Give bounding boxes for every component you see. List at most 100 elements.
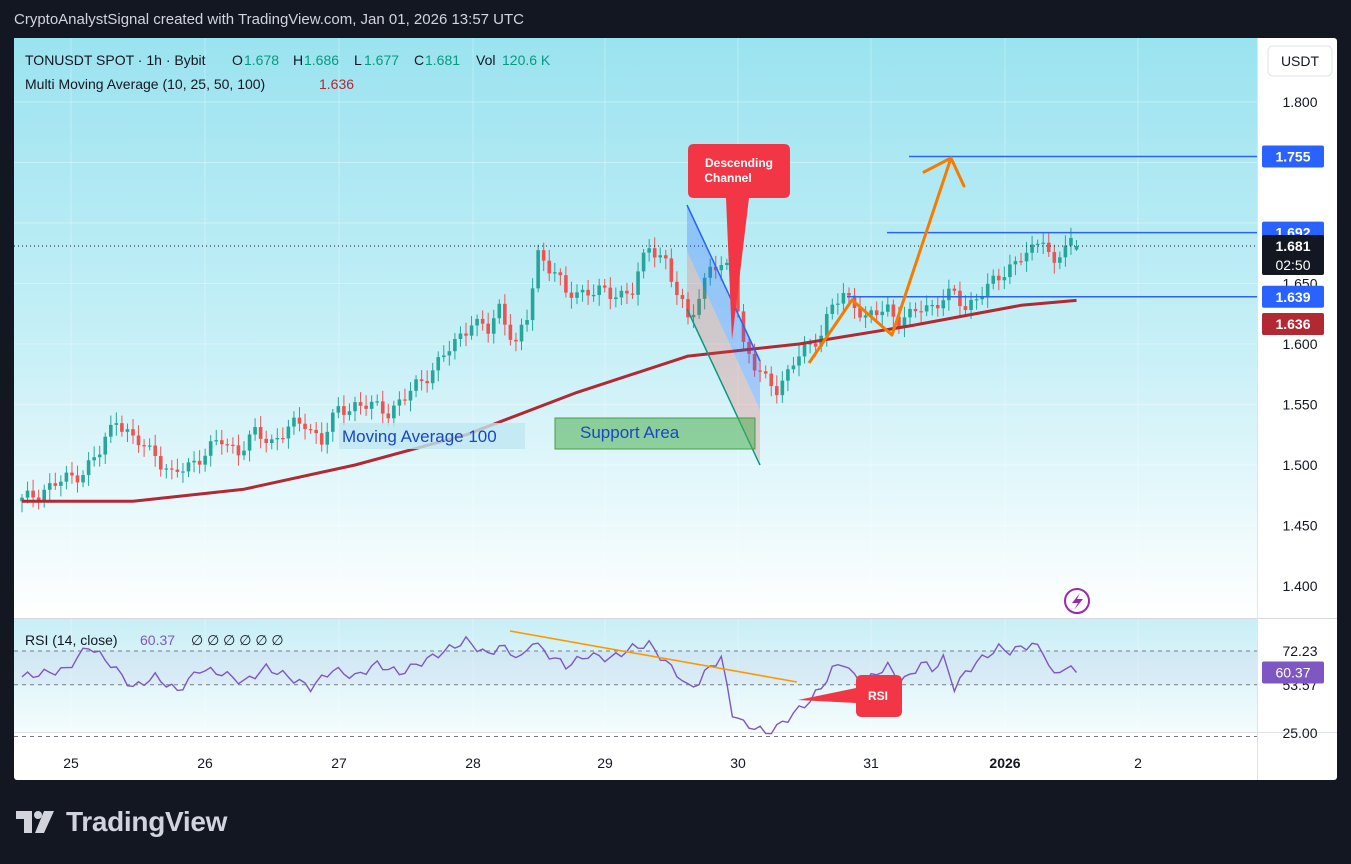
candle-80 (464, 322, 468, 347)
candle-101 (580, 284, 585, 302)
chart-caption: CryptoAnalystSignal created with Trading… (14, 11, 524, 28)
projection-arrow-head (922, 156, 966, 188)
candle-148 (841, 282, 846, 313)
candle-178 (1008, 254, 1012, 285)
candle-183 (1035, 239, 1040, 253)
candle-26 (164, 464, 169, 479)
candle-141 (802, 336, 807, 364)
candle-98 (564, 266, 568, 298)
tradingview-logo[interactable]: TradingView (16, 806, 227, 838)
candle-39 (236, 434, 241, 466)
candles[interactable] (20, 227, 1079, 513)
candle-56 (331, 408, 335, 442)
legend-c-label: C (414, 52, 424, 68)
price-tick-3: 1.550 (1282, 397, 1317, 413)
candle-0 (20, 494, 24, 513)
axis-layer: 1.8001.6501.6001.5501.5001.4501.4001.755… (63, 94, 1324, 771)
legend-l-label: L (354, 52, 362, 68)
price-pane[interactable] (14, 38, 1257, 618)
moving-average-label[interactable]: Moving Average 100 (339, 423, 525, 449)
candle-89 (514, 332, 518, 352)
candle-78 (453, 333, 457, 360)
candle-23 (147, 438, 152, 451)
candle-40 (242, 441, 246, 461)
price-badge-ma[interactable]: 1.636 (1262, 313, 1324, 336)
candle-92 (530, 278, 535, 331)
chart-canvas[interactable]: 1.8001.6501.6001.5501.5001.4501.4001.755… (14, 38, 1337, 780)
rsi-current-badge: 60.37 (1262, 661, 1324, 684)
legend-symbol[interactable]: TONUSDT SPOT · 1h · Bybit (25, 52, 206, 68)
candle-28 (175, 458, 180, 478)
drawings[interactable] (686, 156, 966, 466)
candle-37 (225, 438, 230, 453)
svg-text:1.755: 1.755 (1275, 148, 1310, 164)
candle-14 (97, 445, 102, 467)
candle-76 (442, 345, 446, 362)
candle-9 (70, 462, 74, 484)
candle-165 (935, 297, 940, 317)
lightning-icon[interactable] (1064, 588, 1090, 614)
candle-146 (830, 298, 835, 320)
candle-62 (364, 395, 368, 416)
price-badge-support[interactable]: 1.639 (1262, 285, 1324, 308)
candle-100 (575, 284, 579, 305)
candle-176 (997, 268, 1001, 291)
candle-187 (1058, 251, 1062, 270)
time-tick-7: 2026 (989, 755, 1020, 771)
candle-156 (886, 296, 890, 317)
candle-11 (81, 470, 85, 488)
legend-vol-label: Vol (476, 52, 495, 68)
svg-text:60.37: 60.37 (1275, 664, 1310, 680)
candle-159 (902, 306, 907, 338)
candle-93 (536, 244, 540, 293)
candle-82 (475, 314, 479, 337)
channel-fill-blue (687, 205, 760, 410)
candle-116 (664, 249, 668, 270)
candle-152 (863, 306, 868, 329)
horizontal-levels[interactable] (14, 155, 1257, 298)
currency-button[interactable] (1267, 45, 1333, 77)
ma-layer (22, 298, 1077, 503)
candle-69 (403, 388, 407, 406)
candle-126 (719, 256, 724, 281)
candle-111 (636, 262, 640, 306)
candle-47 (281, 427, 285, 444)
support-area-box[interactable]: Support Area (554, 417, 756, 450)
candle-104 (597, 278, 601, 306)
legend-ohlc: O 1.678 H 1.686 L 1.677 C 1.681 Vol 120.… (232, 52, 551, 68)
candle-4 (42, 484, 46, 508)
callout-line-2: Channel (704, 171, 751, 185)
candle-54 (319, 422, 324, 452)
candle-184 (1041, 233, 1045, 254)
candle-113 (647, 239, 651, 262)
candle-110 (630, 282, 635, 299)
rsi-extras: ∅ ∅ ∅ ∅ ∅ ∅ (191, 632, 284, 648)
price-tick-2: 1.600 (1282, 336, 1317, 352)
candle-119 (680, 288, 685, 308)
candle-83 (480, 310, 485, 331)
descending-channel-callout[interactable]: Descending Channel (688, 144, 790, 340)
candle-108 (619, 285, 624, 306)
candle-36 (220, 430, 224, 455)
candle-41 (247, 430, 252, 462)
price-badge-target[interactable]: 1.755 (1262, 145, 1324, 168)
candle-46 (275, 428, 280, 451)
candle-60 (353, 396, 357, 422)
rsi-label[interactable]: RSI (14, close) (25, 632, 118, 648)
rsi-callout[interactable]: RSI (798, 675, 902, 717)
price-badge-last[interactable]: 1.681 02:50 (1262, 234, 1324, 275)
candle-65 (380, 390, 385, 425)
candle-48 (286, 419, 291, 449)
candle-161 (913, 302, 918, 318)
rsi-tick-2: 25.00 (1282, 725, 1317, 741)
legend-o-label: O (232, 52, 243, 68)
candle-30 (186, 457, 191, 478)
candle-117 (669, 248, 674, 288)
candle-122 (697, 289, 701, 319)
moving-average-text: Moving Average 100 (342, 427, 497, 446)
currency-button-label[interactable]: USDT (1281, 53, 1320, 69)
candle-123 (702, 273, 707, 310)
time-tick-6: 31 (863, 755, 879, 771)
legend-indicator[interactable]: Multi Moving Average (10, 25, 50, 100) (25, 76, 265, 92)
candle-13 (92, 446, 96, 467)
